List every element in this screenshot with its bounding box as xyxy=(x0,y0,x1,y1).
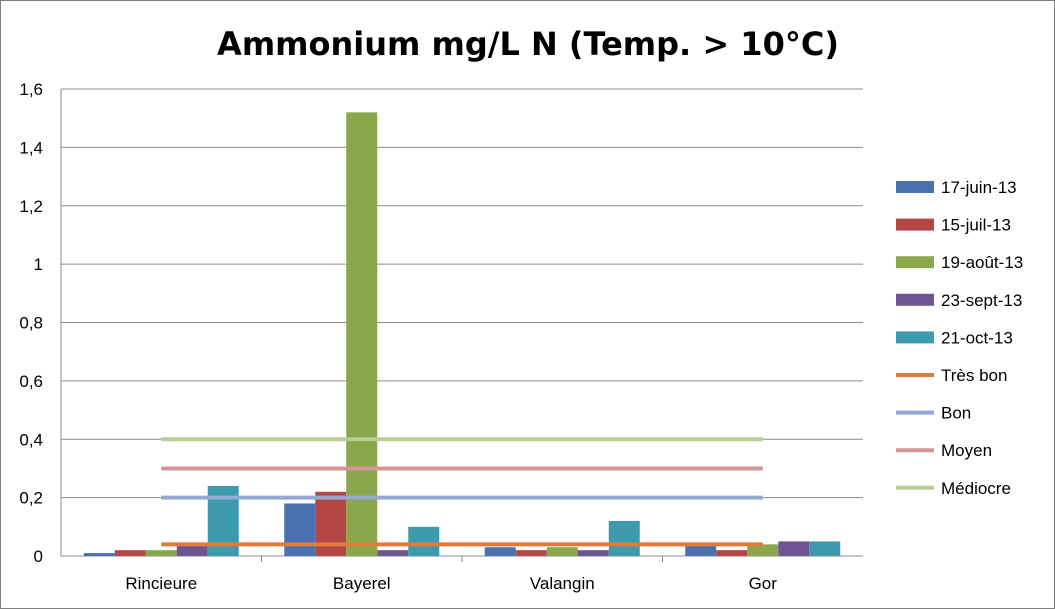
axes xyxy=(60,89,863,562)
x-tick-label: Bayerel xyxy=(333,574,391,593)
legend-label: 15-juil-13 xyxy=(941,216,1011,235)
y-tick-label: 1,6 xyxy=(19,80,43,99)
x-tick-label: Valangin xyxy=(530,574,595,593)
legend-label: 21-oct-13 xyxy=(941,328,1013,347)
bar xyxy=(685,545,717,556)
reference-lines xyxy=(161,437,763,547)
bar xyxy=(377,550,409,556)
legend-label: Médiocre xyxy=(941,479,1011,498)
legend: 17-juin-13 15-juil-13 19-août-13 23-sept-13… xyxy=(896,178,1023,498)
bar xyxy=(809,541,841,556)
chart-title: Ammonium mg/L N (Temp. > 10°C) xyxy=(217,25,839,63)
tick-labels: 0 0,2 0,4 0,6 0,8 1 1,2 1,4 1,6 Rincieure Bayerel V… xyxy=(19,80,777,593)
gridlines xyxy=(61,88,863,499)
y-tick-label: 0,8 xyxy=(19,314,43,333)
legend-swatch xyxy=(896,293,934,306)
bar xyxy=(608,520,640,556)
bar xyxy=(778,541,810,556)
bar xyxy=(315,491,347,556)
y-tick-label: 0,6 xyxy=(19,372,43,391)
legend-label: 17-juin-13 xyxy=(941,178,1017,197)
y-tick-label: 1,4 xyxy=(19,138,43,157)
legend-label: 19-août-13 xyxy=(941,253,1023,272)
bar xyxy=(484,547,516,556)
y-tick-label: 0 xyxy=(34,547,43,566)
bar xyxy=(284,503,316,556)
bar xyxy=(114,550,146,556)
y-tick-label: 0,4 xyxy=(19,430,43,449)
bar xyxy=(408,526,440,556)
y-tick-label: 1,2 xyxy=(19,197,43,216)
legend-label: 23-sept-13 xyxy=(941,291,1022,310)
bar xyxy=(747,544,779,556)
bar xyxy=(83,553,115,556)
legend-label: Moyen xyxy=(941,441,992,460)
y-tick-label: 1 xyxy=(34,255,43,274)
legend-swatch xyxy=(896,218,934,231)
legend-swatch xyxy=(896,181,934,193)
legend-swatch xyxy=(896,256,934,269)
bar xyxy=(716,550,748,556)
bar xyxy=(145,550,177,556)
legend-label: Bon xyxy=(941,404,971,423)
bar xyxy=(577,550,609,556)
bar xyxy=(176,545,208,556)
bar xyxy=(346,112,378,556)
legend-label: Très bon xyxy=(941,366,1007,385)
bar xyxy=(546,547,578,556)
legend-swatch xyxy=(896,331,934,344)
bar xyxy=(515,550,547,556)
y-tick-label: 0,2 xyxy=(19,489,43,508)
x-tick-label: Rincieure xyxy=(125,574,197,593)
bars xyxy=(83,112,841,556)
x-tick-label: Gor xyxy=(749,574,778,593)
